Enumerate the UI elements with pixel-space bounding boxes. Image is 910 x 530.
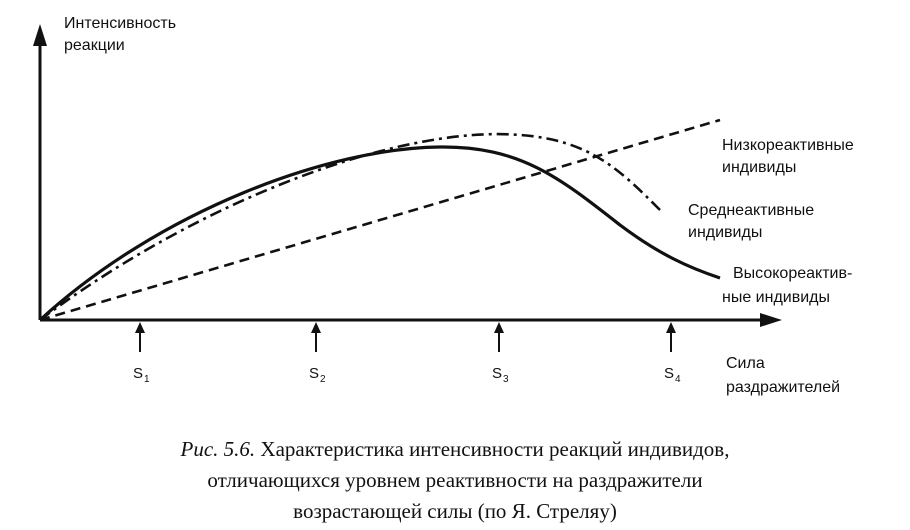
- x-axis-arrow: [760, 313, 782, 327]
- tick-s3-label: S: [492, 365, 502, 382]
- tick-s1-label: S: [133, 365, 143, 382]
- medium-reactive-label-line2: индивиды: [688, 224, 762, 241]
- y-axis-arrow: [33, 24, 47, 46]
- x-axis-label-line1: Сила: [726, 355, 765, 372]
- low-reactive-label-line1: Низкореактивные: [722, 137, 854, 154]
- y-axis-label-line1: Интенсивность: [64, 15, 176, 32]
- low-reactive-curve: [39, 118, 721, 322]
- high-reactive-label-line1: Высокореактив-: [733, 265, 852, 282]
- figure-number: Рис. 5.6.: [180, 437, 256, 461]
- caption-line-2: отличающихся уровнем реактивности на раз…: [207, 468, 703, 492]
- tick-s4: S 4: [664, 322, 681, 385]
- caption-line-1-text: Характеристика интенсивности реакций инд…: [260, 437, 730, 461]
- low-reactive-label-line2: индивиды: [722, 159, 796, 176]
- caption-line-1: Рис. 5.6. Характеристика интенсивности р…: [0, 434, 910, 465]
- tick-s3-subscript: 3: [503, 374, 509, 385]
- tick-s2-subscript: 2: [320, 374, 326, 385]
- high-reactive-curve: [38, 145, 721, 322]
- tick-s1-subscript: 1: [144, 374, 150, 385]
- caption-line-3: возрастающей силы (по Я. Стреляу): [293, 499, 617, 523]
- tick-s1: S 1: [133, 322, 150, 385]
- y-axis-label-line2: реакции: [64, 37, 125, 54]
- tick-s4-subscript: 4: [675, 374, 681, 385]
- medium-reactive-label-line1: Среднеактивные: [688, 202, 814, 219]
- tick-s4-label: S: [664, 365, 674, 382]
- reaction-intensity-diagram: Интенсивность реакции Сила раздражителей…: [33, 15, 854, 396]
- medium-reactive-curve: [39, 132, 661, 322]
- tick-s2: S 2: [309, 322, 326, 385]
- tick-s2-label: S: [309, 365, 319, 382]
- tick-s3: S 3: [492, 322, 509, 385]
- x-axis-label-line2: раздражителей: [726, 379, 840, 396]
- high-reactive-label-line2: ные индивиды: [722, 289, 830, 306]
- figure-caption: Рис. 5.6. Характеристика интенсивности р…: [0, 434, 910, 527]
